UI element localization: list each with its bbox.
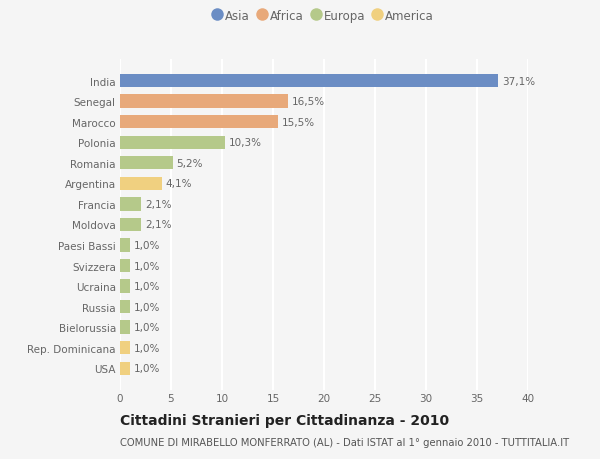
Bar bbox=[120, 177, 162, 190]
Text: 1,0%: 1,0% bbox=[134, 364, 160, 374]
Bar bbox=[120, 321, 130, 334]
Bar bbox=[120, 157, 173, 170]
Bar bbox=[120, 136, 225, 150]
Text: 5,2%: 5,2% bbox=[176, 158, 203, 168]
Bar bbox=[120, 341, 130, 355]
Text: 10,3%: 10,3% bbox=[229, 138, 262, 148]
Text: 15,5%: 15,5% bbox=[281, 118, 315, 127]
Text: 1,0%: 1,0% bbox=[134, 323, 160, 332]
Text: 1,0%: 1,0% bbox=[134, 261, 160, 271]
Bar bbox=[120, 362, 130, 375]
Text: 4,1%: 4,1% bbox=[166, 179, 192, 189]
Text: 1,0%: 1,0% bbox=[134, 241, 160, 251]
Text: 2,1%: 2,1% bbox=[145, 220, 172, 230]
Legend: Asia, Africa, Europa, America: Asia, Africa, Europa, America bbox=[211, 6, 437, 26]
Text: 37,1%: 37,1% bbox=[502, 76, 535, 86]
Bar bbox=[120, 75, 499, 88]
Text: 1,0%: 1,0% bbox=[134, 343, 160, 353]
Bar bbox=[120, 116, 278, 129]
Bar bbox=[120, 95, 288, 108]
Bar bbox=[120, 239, 130, 252]
Text: 16,5%: 16,5% bbox=[292, 97, 325, 107]
Bar bbox=[120, 259, 130, 273]
Text: Cittadini Stranieri per Cittadinanza - 2010: Cittadini Stranieri per Cittadinanza - 2… bbox=[120, 414, 449, 428]
Bar bbox=[120, 300, 130, 313]
Bar bbox=[120, 198, 142, 211]
Text: 1,0%: 1,0% bbox=[134, 281, 160, 291]
Text: 2,1%: 2,1% bbox=[145, 199, 172, 209]
Bar bbox=[120, 218, 142, 232]
Text: COMUNE DI MIRABELLO MONFERRATO (AL) - Dati ISTAT al 1° gennaio 2010 - TUTTITALIA: COMUNE DI MIRABELLO MONFERRATO (AL) - Da… bbox=[120, 437, 569, 447]
Bar bbox=[120, 280, 130, 293]
Text: 1,0%: 1,0% bbox=[134, 302, 160, 312]
